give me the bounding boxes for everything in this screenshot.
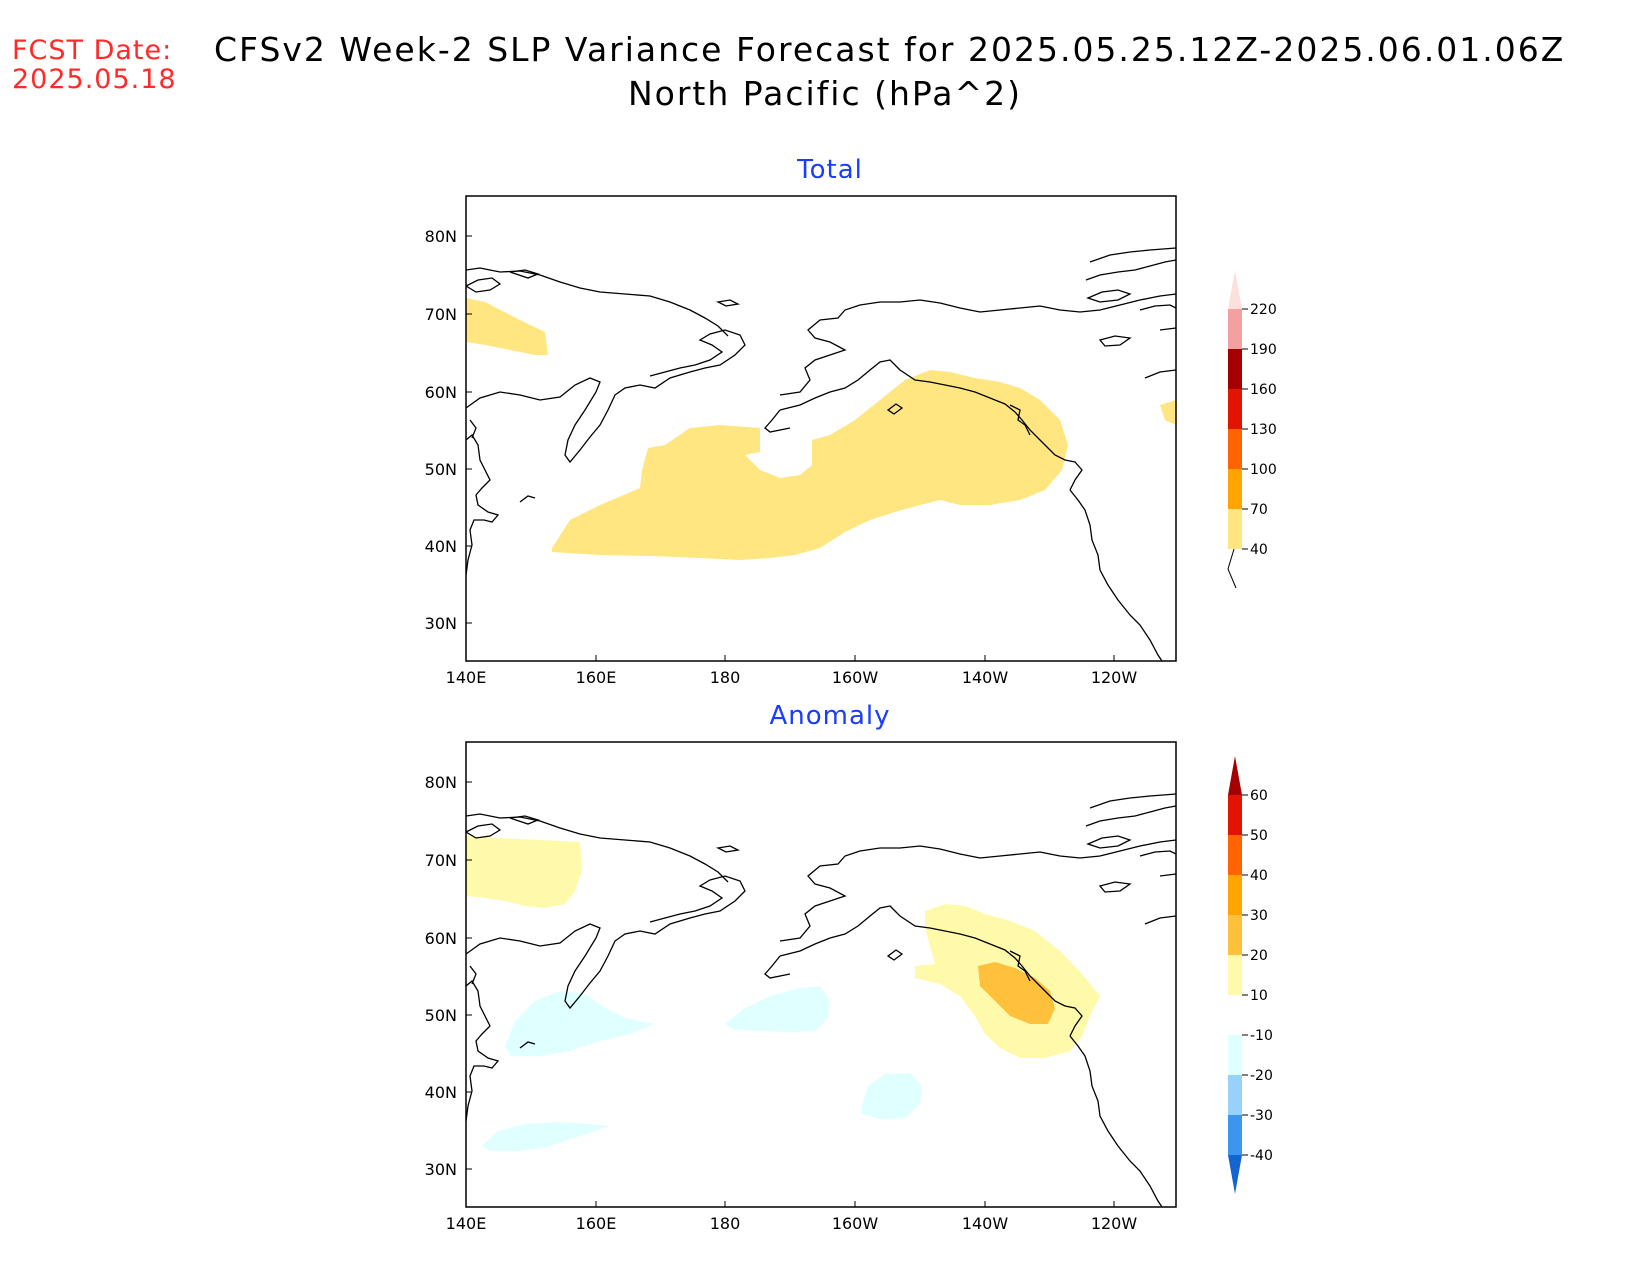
anomaly-map-frame: [465, 741, 1177, 1208]
anom-ytick-50n: 50N: [425, 1006, 457, 1025]
total-colorbar: 40 70 100 130 160 190 220: [1227, 270, 1277, 589]
anom-cb-50: 50: [1250, 828, 1268, 844]
anom-cb-neg10: -10: [1250, 1028, 1273, 1044]
total-y-axis: 80N 70N 60N 50N 40N 30N: [425, 227, 472, 633]
anom-ytick-40n: 40N: [425, 1083, 457, 1102]
anom-ytick-70n: 70N: [425, 851, 457, 870]
total-ytick-40n: 40N: [425, 537, 457, 556]
total-cb-190: 190: [1250, 342, 1277, 358]
total-shade-main: [552, 370, 1068, 560]
total-xtick-180: 180: [710, 668, 741, 687]
total-xtick-160w: 160W: [832, 668, 879, 687]
total-cb-160: 160: [1250, 382, 1277, 398]
title-line-1: CFSv2 Week-2 SLP Variance Forecast for 2…: [214, 30, 1566, 69]
title-line-2: North Pacific (hPa^2): [627, 74, 1023, 113]
anom-neg-aleutian: [725, 986, 830, 1032]
figure-title: CFSv2 Week-2 SLP Variance Forecast for 2…: [0, 28, 1650, 116]
total-cb-70: 70: [1250, 502, 1268, 518]
total-map-frame: [465, 195, 1177, 662]
anomaly-map-plot: [466, 742, 1176, 1207]
total-xtick-160e: 160E: [576, 668, 617, 687]
total-ytick-70n: 70N: [425, 305, 457, 324]
total-ytick-60n: 60N: [425, 383, 457, 402]
anom-ytick-80n: 80N: [425, 773, 457, 792]
anom-xtick-140w: 140W: [962, 1214, 1009, 1233]
total-ytick-30n: 30N: [425, 614, 457, 633]
total-x-axis: 140E 160E 180 160W 140W 120W: [446, 655, 1138, 687]
total-ytick-80n: 80N: [425, 227, 457, 246]
anom-cb-40: 40: [1250, 868, 1268, 884]
anom-cb-20: 20: [1250, 948, 1268, 964]
total-cb-130: 130: [1250, 422, 1277, 438]
anom-pos-arctic: [466, 836, 582, 908]
anom-cb-30: 30: [1250, 908, 1268, 924]
total-cb-40: 40: [1250, 542, 1268, 558]
anom-xtick-180: 180: [710, 1214, 741, 1233]
total-ytick-50n: 50N: [425, 460, 457, 479]
anom-xtick-140e: 140E: [446, 1214, 487, 1233]
anom-neg-south: [482, 1122, 610, 1151]
total-cb-220: 220: [1250, 302, 1277, 318]
anom-xtick-160e: 160E: [576, 1214, 617, 1233]
fcst-date: 2025.05.18: [12, 64, 177, 95]
total-xtick-140w: 140W: [962, 668, 1009, 687]
total-cb-100: 100: [1250, 462, 1277, 478]
anom-neg-kuril: [505, 991, 655, 1056]
anom-cb-neg30: -30: [1250, 1108, 1273, 1124]
anom-cb-neg20: -20: [1250, 1068, 1273, 1084]
total-xtick-120w: 120W: [1091, 668, 1138, 687]
anom-ytick-60n: 60N: [425, 929, 457, 948]
anom-pos-strong: [978, 962, 1055, 1024]
total-shade-arctic: [466, 298, 548, 355]
anom-cb-10: 10: [1250, 988, 1268, 1004]
anom-xtick-160w: 160W: [832, 1214, 879, 1233]
anom-cb-neg40: -40: [1250, 1148, 1273, 1164]
total-map-plot: [466, 196, 1176, 661]
anomaly-x-axis: 140E 160E 180 160W 140W 120W: [446, 1201, 1138, 1233]
anom-ytick-30n: 30N: [425, 1160, 457, 1179]
anomaly-y-axis: 80N 70N 60N 50N 40N 30N: [425, 773, 472, 1179]
forecast-date-label: FCST Date: 2025.05.18: [12, 36, 177, 94]
anom-cb-60: 60: [1250, 788, 1268, 804]
anom-xtick-120w: 120W: [1091, 1214, 1138, 1233]
total-shade-east: [1160, 400, 1176, 425]
total-panel-title: Total: [796, 155, 863, 185]
fcst-label: FCST Date:: [12, 35, 173, 66]
anom-neg-central: [862, 1073, 922, 1119]
total-xtick-140e: 140E: [446, 668, 487, 687]
anomaly-colorbar: 60 50 40 30 20 10 -10 -20 -30 -40: [1228, 756, 1273, 1194]
anomaly-panel-title: Anomaly: [769, 701, 890, 731]
